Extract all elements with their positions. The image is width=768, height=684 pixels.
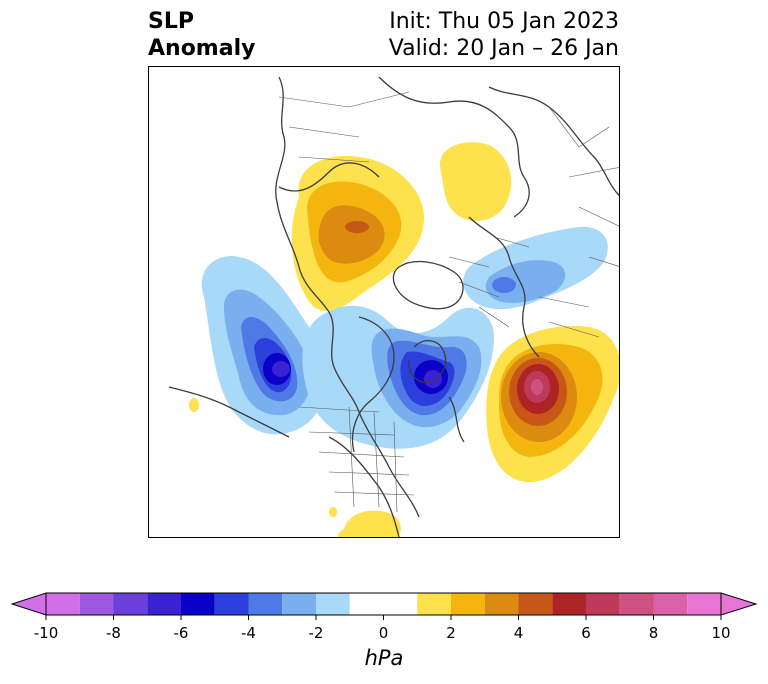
colorbar-segment [214, 593, 249, 615]
valid-range-label: Valid: 20 Jan – 26 Jan [388, 36, 619, 61]
colorbar-unit-label: hPa [364, 646, 404, 670]
colorbar-tick-label: 4 [514, 624, 524, 642]
colorbar-segment [484, 593, 519, 615]
colorbar-tick-label: -2 [309, 624, 324, 642]
init-date-label: Init: Thu 05 Jan 2023 [389, 9, 619, 34]
colorbar-tick-label: 10 [711, 624, 730, 642]
colorbar-segment [181, 593, 215, 615]
colorbar-segment [417, 593, 451, 615]
colorbar-tick-label: 6 [581, 624, 591, 642]
colorbar-segment [113, 593, 148, 615]
colorbar-segment [282, 593, 316, 615]
colorbar-tick-label: -10 [34, 624, 59, 642]
colorbar-tick-label: -6 [174, 624, 189, 642]
political-borders [278, 91, 619, 513]
colorbar-segment [586, 593, 620, 615]
positive-anomaly-gulf [189, 398, 401, 537]
negative-anomaly-north-pacific [201, 256, 326, 435]
colorbar-tick-label: -8 [106, 624, 121, 642]
colorbar-segment [687, 593, 721, 615]
positive-anomaly-scandinavia [439, 142, 512, 222]
colorbar-segment [46, 593, 80, 615]
colorbar-segment [248, 593, 283, 615]
negative-anomaly-europe [463, 226, 608, 310]
colorbar-tick-label: 0 [379, 624, 389, 642]
colorbar-segment [451, 593, 485, 615]
title-line-2: Anomaly [148, 36, 256, 61]
colorbar-ticks: -10 -8 -6 -4 -2 0 2 4 6 8 10 [34, 615, 731, 642]
map-canvas [168, 76, 619, 537]
forecast-dates: Init: Thu 05 Jan 2023 Valid: 20 Jan – 26… [389, 8, 619, 62]
colorbar-segment [653, 593, 688, 615]
colorbar-tick-label: 8 [649, 624, 659, 642]
colorbar-segment [619, 593, 654, 615]
positive-anomaly-siberia [291, 156, 424, 312]
colorbar-extend-high [720, 592, 758, 616]
colorbar-segment [552, 593, 586, 615]
colorbar-segment [316, 593, 350, 615]
colorbar-segment [349, 593, 418, 615]
colorbar-segment [79, 593, 114, 615]
map-title: SLP Anomaly [148, 8, 255, 62]
colorbar: -10 -8 -6 -4 -2 0 2 4 6 8 10 [10, 592, 758, 642]
anomaly-map [148, 66, 620, 538]
colorbar-segment [147, 593, 181, 615]
title-line-1: SLP [148, 9, 194, 34]
colorbar-extend-low [10, 592, 47, 616]
positive-anomaly-north-atlantic [486, 326, 619, 483]
negative-anomaly-canada [302, 305, 494, 449]
colorbar-segments [10, 592, 758, 616]
colorbar-segment [518, 593, 553, 615]
coastlines [168, 76, 619, 537]
colorbar-tick-label: 2 [446, 624, 456, 642]
colorbar-tick-label: -4 [241, 624, 256, 642]
